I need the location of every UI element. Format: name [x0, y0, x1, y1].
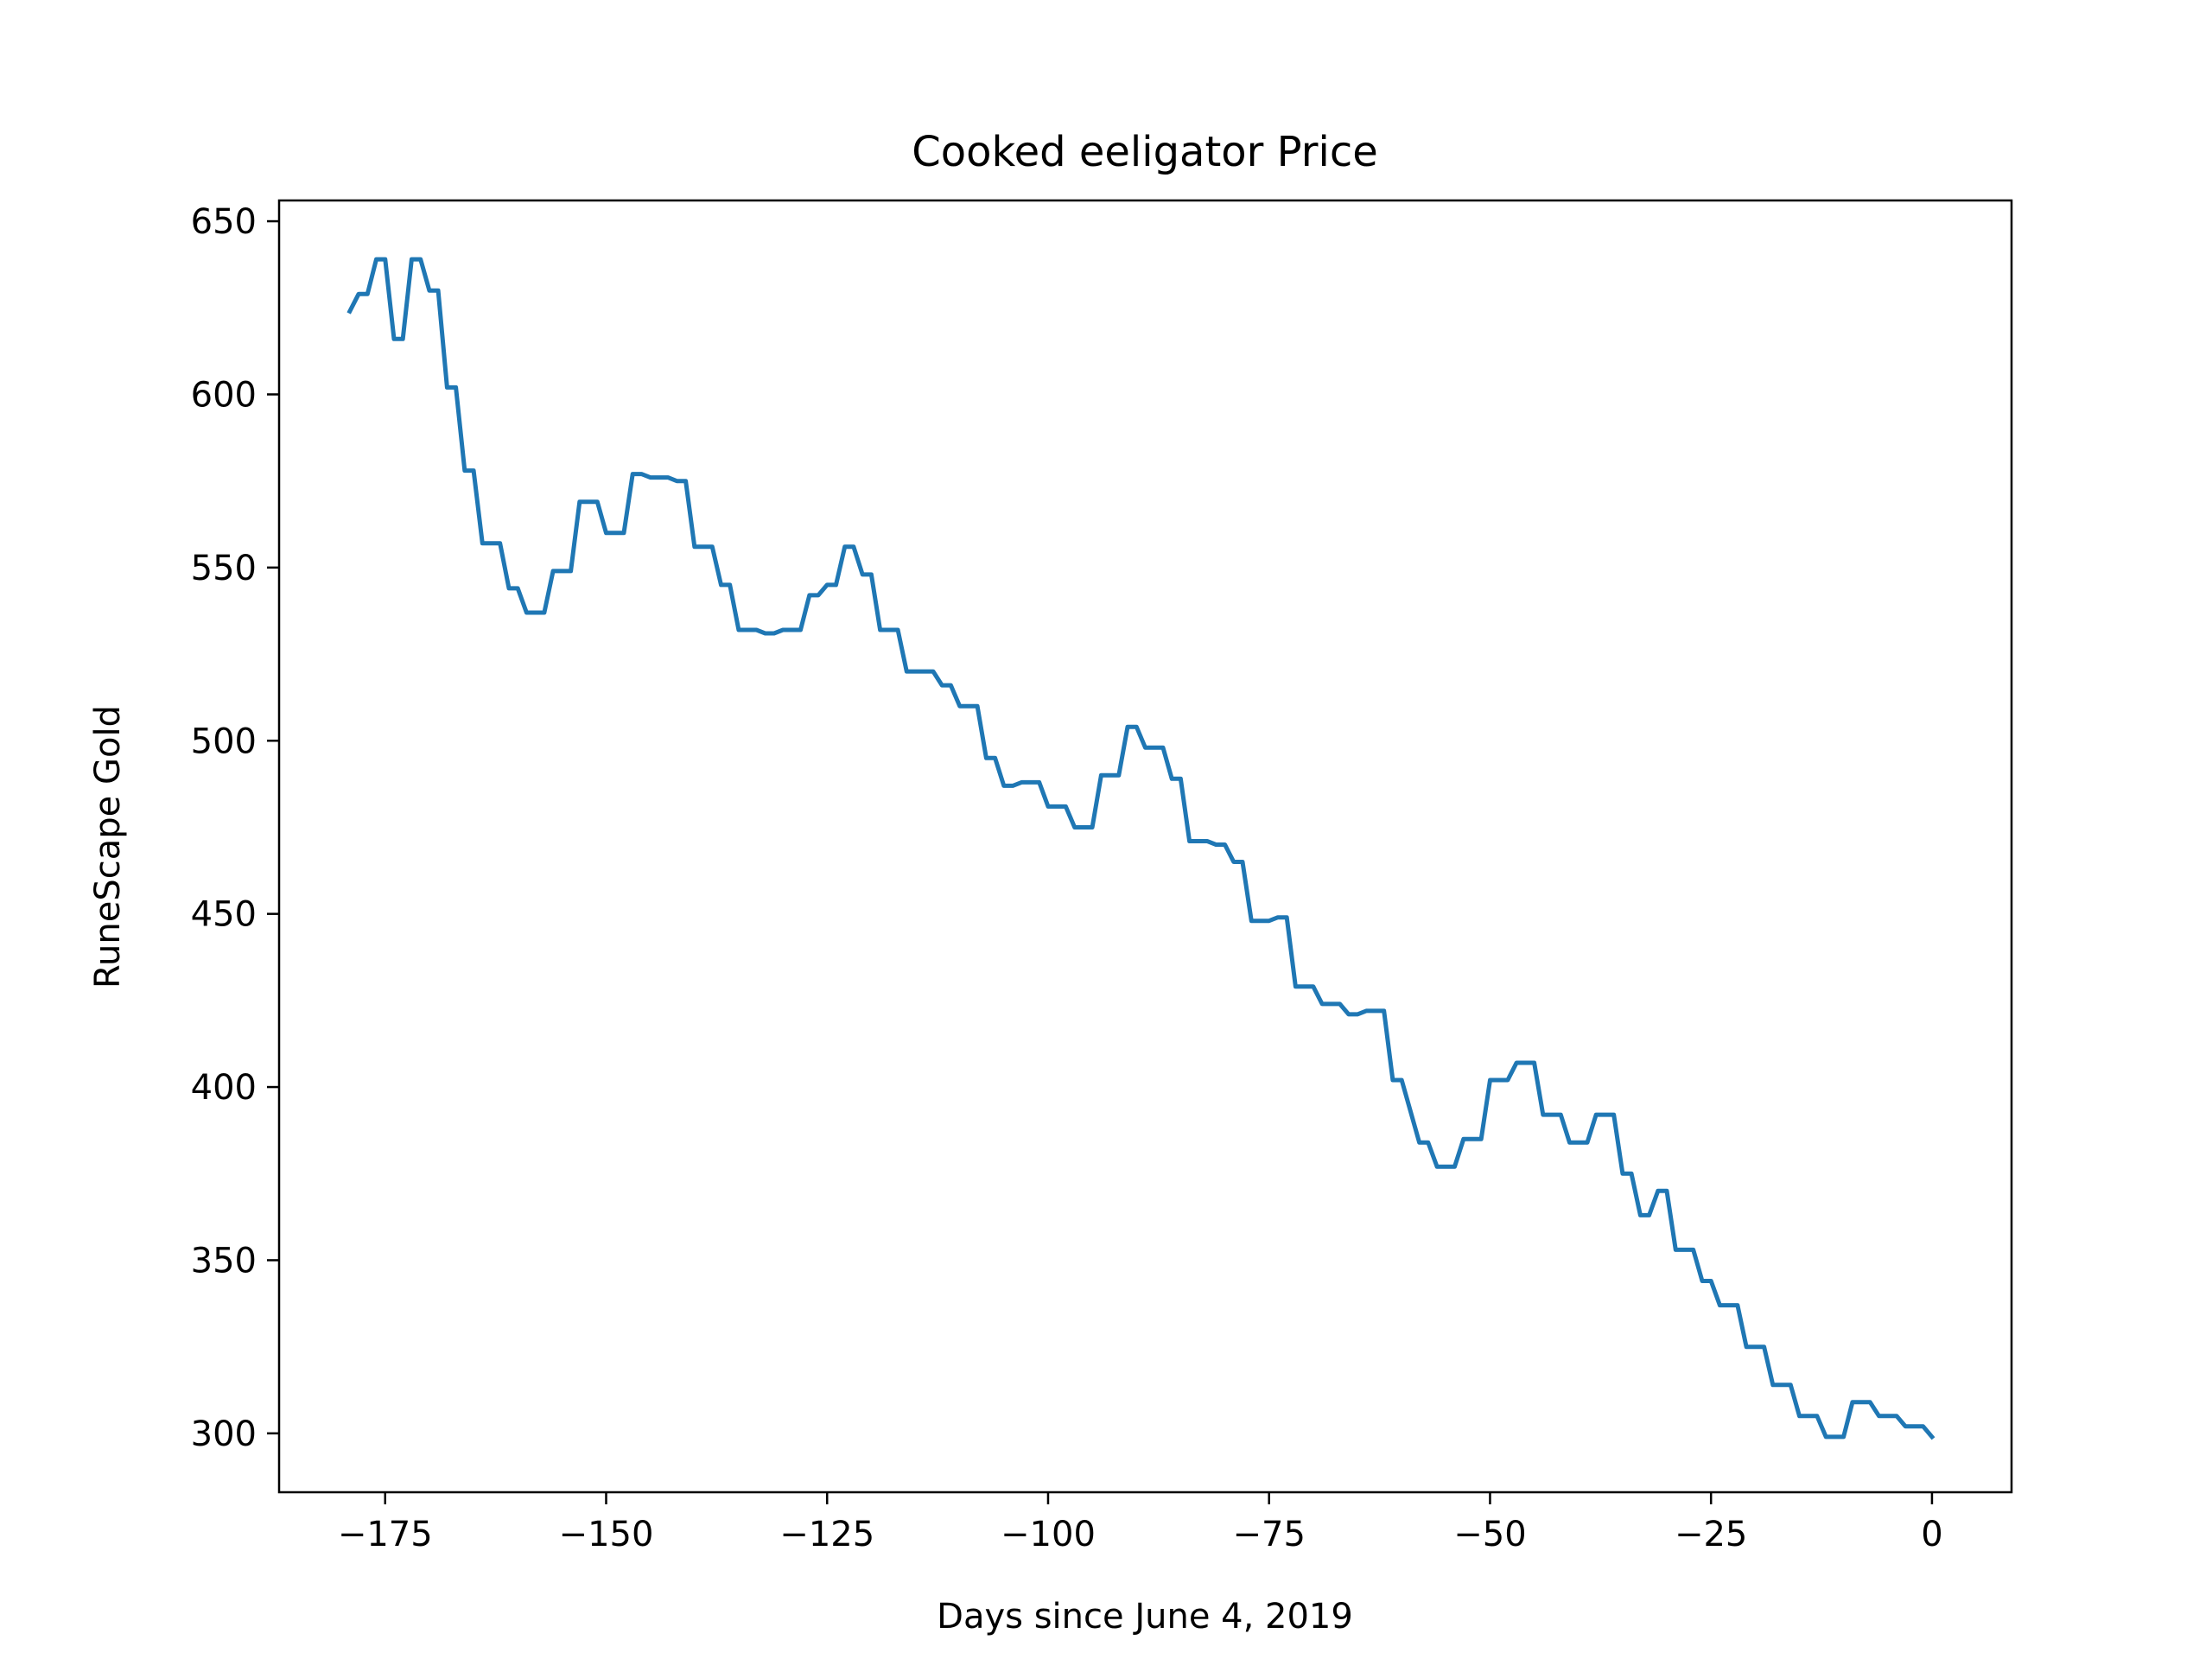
plot-frame [277, 199, 2013, 1494]
x-tick-label: −100 [1001, 1515, 1096, 1554]
series-line-0 [346, 257, 1936, 1440]
y-axis-title: RuneScape Gold [88, 705, 128, 988]
y-tick-label: 350 [191, 1241, 257, 1281]
x-tick-label: −75 [1233, 1515, 1306, 1554]
y-tick-label: 600 [191, 375, 257, 415]
y-tick-label: 400 [191, 1068, 257, 1108]
y-tick-label: 450 [191, 895, 257, 935]
x-tick-label: −175 [338, 1515, 433, 1554]
chart-title: Cooked eeligator Price [912, 128, 1377, 176]
y-tick-label: 500 [191, 721, 257, 761]
x-tick-label: −50 [1453, 1515, 1526, 1554]
x-tick-label: −125 [779, 1515, 874, 1554]
x-tick-label: −25 [1675, 1515, 1747, 1554]
y-tick-label: 300 [191, 1414, 257, 1454]
x-axis: −175 −150 −125 −100 −75 −50 −25 0 [338, 1492, 1943, 1554]
plot-area [277, 199, 2013, 1494]
y-tick-label: 550 [191, 549, 257, 588]
y-tick-label: 650 [191, 202, 257, 242]
x-tick-label: −150 [559, 1515, 654, 1554]
x-tick-label: 0 [1921, 1515, 1942, 1554]
x-axis-title: Days since June 4, 2019 [937, 1597, 1353, 1637]
y-axis: 300 350 400 450 500 550 600 650 [191, 202, 279, 1454]
